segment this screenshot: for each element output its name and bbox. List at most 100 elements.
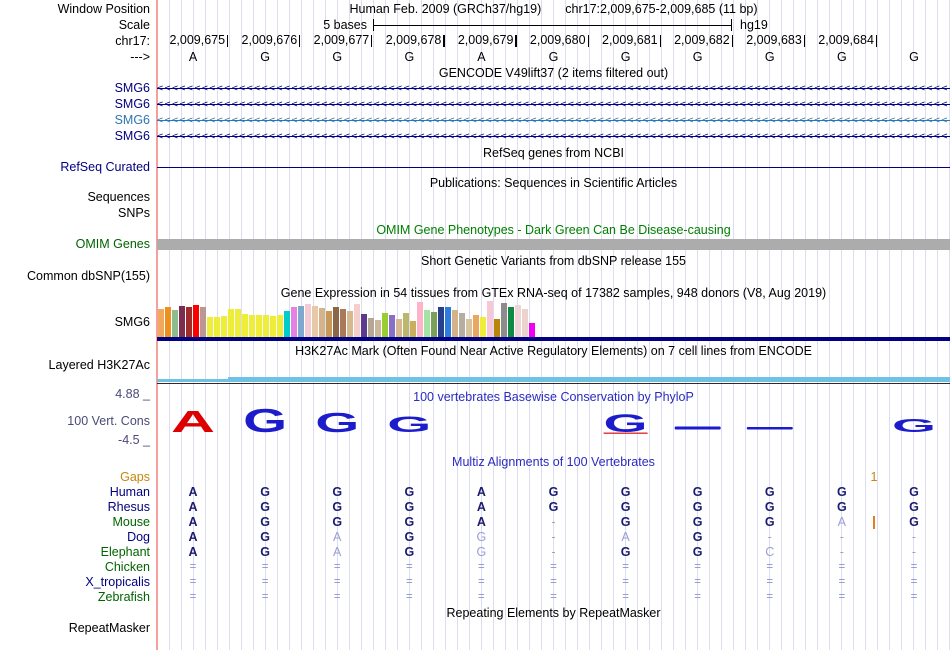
gtex-bar[interactable] (431, 312, 437, 337)
gtex-bar[interactable] (347, 311, 353, 337)
species-label[interactable]: Elephant (100, 545, 150, 559)
multiz-track-title[interactable]: Multiz Alignments of 100 Vertebrates (452, 455, 655, 469)
gaps-row-label[interactable]: Gaps (120, 470, 150, 484)
gtex-track-title[interactable]: Gene Expression in 54 tissues from GTEx … (280, 286, 827, 300)
gtex-bar[interactable] (438, 307, 444, 337)
gtex-bar[interactable] (298, 306, 304, 337)
gtex-bar[interactable] (361, 314, 367, 337)
species-label[interactable]: Mouse (112, 515, 150, 529)
gencode-gene-line[interactable] (157, 87, 950, 89)
h3k27ac-label[interactable]: Layered H3K27Ac (48, 358, 150, 372)
gencode-track-title[interactable]: GENCODE V49lift37 (2 items filtered out) (438, 66, 669, 80)
repeatmasker-track-title[interactable]: Repeating Elements by RepeatMasker (446, 606, 661, 620)
gtex-bar[interactable] (529, 323, 535, 337)
species-label[interactable]: Rhesus (107, 500, 150, 514)
gtex-bar[interactable] (312, 306, 318, 337)
gtex-bar[interactable] (424, 310, 430, 337)
gtex-bar[interactable] (368, 318, 374, 337)
gencode-item-label[interactable]: SMG6 (114, 81, 150, 95)
gtex-bar[interactable] (487, 301, 493, 337)
gtex-bar[interactable] (480, 317, 486, 337)
gtex-bar[interactable] (214, 317, 220, 337)
gtex-bar[interactable] (242, 314, 248, 337)
gencode-strand-arrows[interactable]: <<<<<<<<<<<<<<<<<<<<<<<<<<<<<<<<<<<<<<<<… (157, 130, 949, 142)
refseq-gene-line[interactable] (157, 166, 950, 168)
gencode-item-label[interactable]: SMG6 (114, 97, 150, 111)
gtex-bar[interactable] (501, 303, 507, 337)
gtex-bar[interactable] (172, 310, 178, 337)
refseq-curated-label[interactable]: RefSeq Curated (60, 160, 150, 174)
gtex-bar[interactable] (186, 307, 192, 337)
gtex-bar[interactable] (396, 319, 402, 337)
gtex-bar[interactable] (207, 317, 213, 337)
gtex-gene-line[interactable] (157, 337, 950, 341)
gencode-strand-arrows[interactable]: <<<<<<<<<<<<<<<<<<<<<<<<<<<<<<<<<<<<<<<<… (157, 82, 949, 94)
gtex-bar[interactable] (158, 309, 164, 337)
gtex-bar[interactable] (445, 307, 451, 337)
gencode-gene-line[interactable] (157, 103, 950, 105)
gtex-bar[interactable] (403, 313, 409, 337)
species-label[interactable]: Dog (127, 530, 150, 544)
snps-label[interactable]: SNPs (118, 206, 150, 220)
gtex-bar[interactable] (291, 307, 297, 337)
refseq-track-title[interactable]: RefSeq genes from NCBI (482, 146, 625, 160)
gtex-bar[interactable] (382, 313, 388, 337)
dbsnp-track-title[interactable]: Short Genetic Variants from dbSNP releas… (421, 254, 686, 268)
gtex-bar[interactable] (256, 315, 262, 337)
gtex-bar[interactable] (284, 311, 290, 337)
gencode-strand-arrows[interactable]: <<<<<<<<<<<<<<<<<<<<<<<<<<<<<<<<<<<<<<<<… (157, 98, 949, 110)
gtex-bar[interactable] (165, 307, 171, 337)
gtex-bar[interactable] (200, 307, 206, 337)
dbsnp-label[interactable]: Common dbSNP(155) (27, 269, 150, 283)
gtex-bar[interactable] (249, 315, 255, 337)
omim-genes-label[interactable]: OMIM Genes (75, 237, 150, 251)
gtex-bar[interactable] (473, 315, 479, 337)
phylop-track-label[interactable]: 100 Vert. Cons (67, 414, 150, 428)
gtex-gene-label[interactable]: SMG6 (114, 315, 150, 329)
gtex-bar[interactable] (221, 316, 227, 337)
gtex-bar[interactable] (466, 319, 472, 337)
gtex-bar[interactable] (354, 304, 360, 337)
gtex-bar[interactable] (452, 310, 458, 337)
species-label[interactable]: X_tropicalis (85, 575, 150, 589)
h3k27ac-signal-low[interactable] (157, 379, 228, 382)
gencode-gene-line[interactable] (157, 135, 950, 137)
gtex-bar[interactable] (235, 309, 241, 337)
gtex-bar[interactable] (193, 305, 199, 337)
species-label[interactable]: Chicken (104, 560, 150, 574)
gtex-bar[interactable] (326, 311, 332, 337)
gtex-bar[interactable] (522, 309, 528, 337)
gtex-bar[interactable] (508, 307, 514, 337)
repeatmasker-label[interactable]: RepeatMasker (68, 621, 150, 635)
omim-track-title[interactable]: OMIM Gene Phenotypes - Dark Green Can Be… (376, 223, 731, 237)
gtex-bar[interactable] (515, 305, 521, 337)
species-label[interactable]: Human (109, 485, 150, 499)
sequences-label[interactable]: Sequences (87, 190, 150, 204)
gencode-item-label[interactable]: SMG6 (114, 129, 150, 143)
species-label[interactable]: Zebrafish (97, 590, 150, 604)
gtex-bar[interactable] (375, 320, 381, 337)
h3k27ac-track-title[interactable]: H3K27Ac Mark (Often Found Near Active Re… (295, 344, 812, 358)
gtex-bar[interactable] (228, 309, 234, 337)
gtex-bar[interactable] (494, 319, 500, 337)
gtex-bar[interactable] (459, 313, 465, 337)
gtex-bar[interactable] (417, 302, 423, 337)
gtex-bar[interactable] (319, 308, 325, 337)
gtex-bar[interactable] (270, 316, 276, 337)
phylop-track-title[interactable]: 100 vertebrates Basewise Conservation by… (413, 390, 694, 404)
gtex-bar[interactable] (179, 306, 185, 337)
gtex-bar[interactable] (263, 315, 269, 337)
gtex-bar[interactable] (333, 307, 339, 337)
gencode-strand-arrows[interactable]: <<<<<<<<<<<<<<<<<<<<<<<<<<<<<<<<<<<<<<<<… (157, 114, 949, 126)
gtex-bar[interactable] (389, 315, 395, 337)
omim-gene-bar[interactable] (157, 239, 950, 250)
h3k27ac-signal-high[interactable] (228, 377, 950, 382)
gtex-bar[interactable] (340, 309, 346, 337)
publications-track-title[interactable]: Publications: Sequences in Scientific Ar… (429, 176, 678, 190)
gtex-bar[interactable] (410, 321, 416, 337)
gtex-bar[interactable] (305, 304, 311, 337)
gencode-gene-line[interactable] (157, 119, 950, 121)
gencode-item-label[interactable]: SMG6 (114, 113, 150, 127)
gtex-bar[interactable] (277, 315, 283, 337)
